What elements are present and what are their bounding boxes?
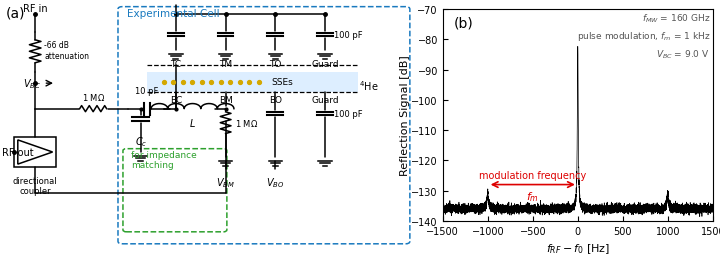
Text: 100 pF: 100 pF [334, 109, 363, 118]
Text: 100 pF: 100 pF [334, 30, 363, 40]
Bar [147, 73, 358, 93]
Text: 1 M$\Omega$: 1 M$\Omega$ [81, 92, 105, 103]
Text: SSEs: SSEs [271, 78, 293, 87]
Text: Guard: Guard [311, 96, 339, 105]
Text: directional
coupler: directional coupler [13, 176, 58, 195]
Text: BM: BM [219, 96, 233, 105]
Text: TO: TO [269, 60, 282, 69]
Text: Guard: Guard [311, 60, 339, 69]
Text: $V_{BM}$: $V_{BM}$ [216, 175, 235, 189]
Text: 1 M$\Omega$: 1 M$\Omega$ [235, 118, 258, 129]
Text: (b): (b) [454, 17, 473, 30]
Text: $V_{BO}$: $V_{BO}$ [266, 175, 284, 189]
Text: -66 dB
attenuation: -66 dB attenuation [45, 41, 89, 60]
Text: $^4$He: $^4$He [359, 79, 379, 92]
Text: $C_c$: $C_c$ [135, 135, 147, 148]
Y-axis label: Reflection Signal [dB]: Reflection Signal [dB] [400, 55, 410, 176]
Text: L: L [190, 118, 195, 128]
Text: $f_{MW}$ = 160 GHz
pulse modulation, $f_m$ = 1 kHz
$V_{BC}$ = 9.0 V: $f_{MW}$ = 160 GHz pulse modulation, $f_… [577, 12, 710, 61]
X-axis label: $f_{RF} - f_0$ [Hz]: $f_{RF} - f_0$ [Hz] [546, 241, 610, 254]
Text: Experimental Cell: Experimental Cell [127, 9, 220, 19]
Bar [14, 138, 56, 167]
Text: RF in: RF in [23, 4, 48, 14]
Text: (a): (a) [6, 6, 26, 20]
Text: 10 pF: 10 pF [135, 86, 158, 95]
Text: TC: TC [171, 60, 181, 69]
Text: BC: BC [170, 96, 182, 105]
Text: for impedance
matching: for impedance matching [131, 150, 197, 170]
Text: modulation frequency: modulation frequency [480, 170, 586, 180]
Text: $f_m$: $f_m$ [526, 189, 539, 203]
Text: RF out: RF out [2, 147, 34, 157]
Text: BO: BO [269, 96, 282, 105]
Text: TM: TM [219, 60, 232, 69]
Text: $V_{BC}$: $V_{BC}$ [23, 77, 42, 91]
